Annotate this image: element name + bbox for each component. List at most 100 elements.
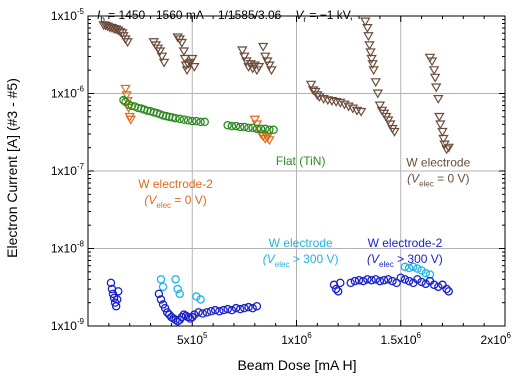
data-point [343,102,354,112]
data-point [202,308,212,317]
data-point [178,47,190,57]
data-point [396,273,405,282]
data-point [196,295,205,304]
data-point [192,116,201,126]
label-w-electrode-cyan-line: (Velec > 300 V) [263,252,339,269]
data-point [240,122,249,132]
data-point [375,276,385,286]
data-points [98,17,454,326]
data-point [346,278,355,288]
data-point [366,54,377,64]
data-point [106,278,116,288]
title-fill-pattern: 1/1585/3.06 [218,8,282,22]
data-point [355,107,367,117]
data-point [227,305,237,315]
data-point [434,282,443,292]
data-point [160,303,170,313]
data-point [245,60,256,69]
x-axis-label: Beam Dose [mA H] [237,357,356,373]
data-point [434,112,445,122]
data-point [187,116,197,126]
data-point [154,289,164,299]
data-point [430,83,442,93]
data-point [372,89,384,99]
data-point [179,115,189,124]
data-point [175,114,184,124]
data-point [363,275,372,284]
data-point [227,121,237,131]
data-point [259,134,271,144]
data-point [358,276,368,286]
data-point [215,306,224,316]
data-point [180,61,192,71]
y-axis-label: Electron Current [A] (#3 - #5) [4,78,20,258]
data-point [162,308,172,317]
data-point [269,125,278,135]
label-w-electrode-brown-line: W electrode [406,155,470,169]
x-tick-label: 2x106 [481,331,512,347]
data-point [421,268,431,278]
data-point [154,47,166,57]
data-point [259,52,271,62]
data-point [248,303,257,313]
data-point [158,282,168,292]
data-point [187,312,197,322]
data-point [120,84,131,94]
data-point [252,124,262,134]
data-point [364,41,375,51]
label-w-electrode2-blue-line: W electrode-2 [368,236,443,250]
data-point [444,287,453,296]
data-point [156,52,168,62]
data-point [413,275,422,284]
data-point [362,24,373,33]
data-point [165,112,174,122]
data-point [119,95,128,105]
data-point [223,304,232,314]
annotations: Flat (TiN) W electrode (Velec = 0 V) W elec… [138,154,470,269]
data-point [177,312,187,322]
data-point [171,275,180,284]
data-point [112,26,124,36]
data-point [388,276,397,286]
label-w-electrode2-orange-line: (Velec = 0 V) [144,193,206,210]
data-point [360,17,371,27]
data-point [400,262,410,272]
title-voltage-value: = −1 kV, [306,8,353,22]
data-point [194,308,203,317]
data-point [368,66,379,76]
data-point [122,38,133,48]
data-point [370,78,381,88]
data-point [437,127,448,137]
data-point [210,305,220,315]
data-point [231,121,241,131]
x-tick-label: 5x105 [177,331,208,347]
data-point [379,275,389,285]
y-tick-label: 1x10-9 [51,317,85,333]
label-flat-tin-line: Flat (TiN) [276,154,326,168]
data-point [252,301,262,311]
series-3 [156,262,435,304]
data-point [173,284,182,294]
data-point [256,124,266,134]
data-point [264,61,275,71]
data-point [354,275,364,285]
data-point [158,58,170,68]
data-point [161,111,171,121]
data-point [433,95,444,104]
data-point [426,57,438,67]
x-tick-label: 1.5x106 [381,331,422,347]
data-point [249,61,261,71]
data-point [374,101,386,111]
data-point [265,125,274,135]
data-point [219,305,228,315]
series-0 [98,17,454,155]
data-point [371,275,380,284]
data-point [240,303,249,313]
data-point [331,284,341,294]
series-4 [106,273,453,326]
series-1 [120,84,275,146]
data-point [404,263,414,273]
data-point [244,302,253,312]
data-point [385,120,396,130]
